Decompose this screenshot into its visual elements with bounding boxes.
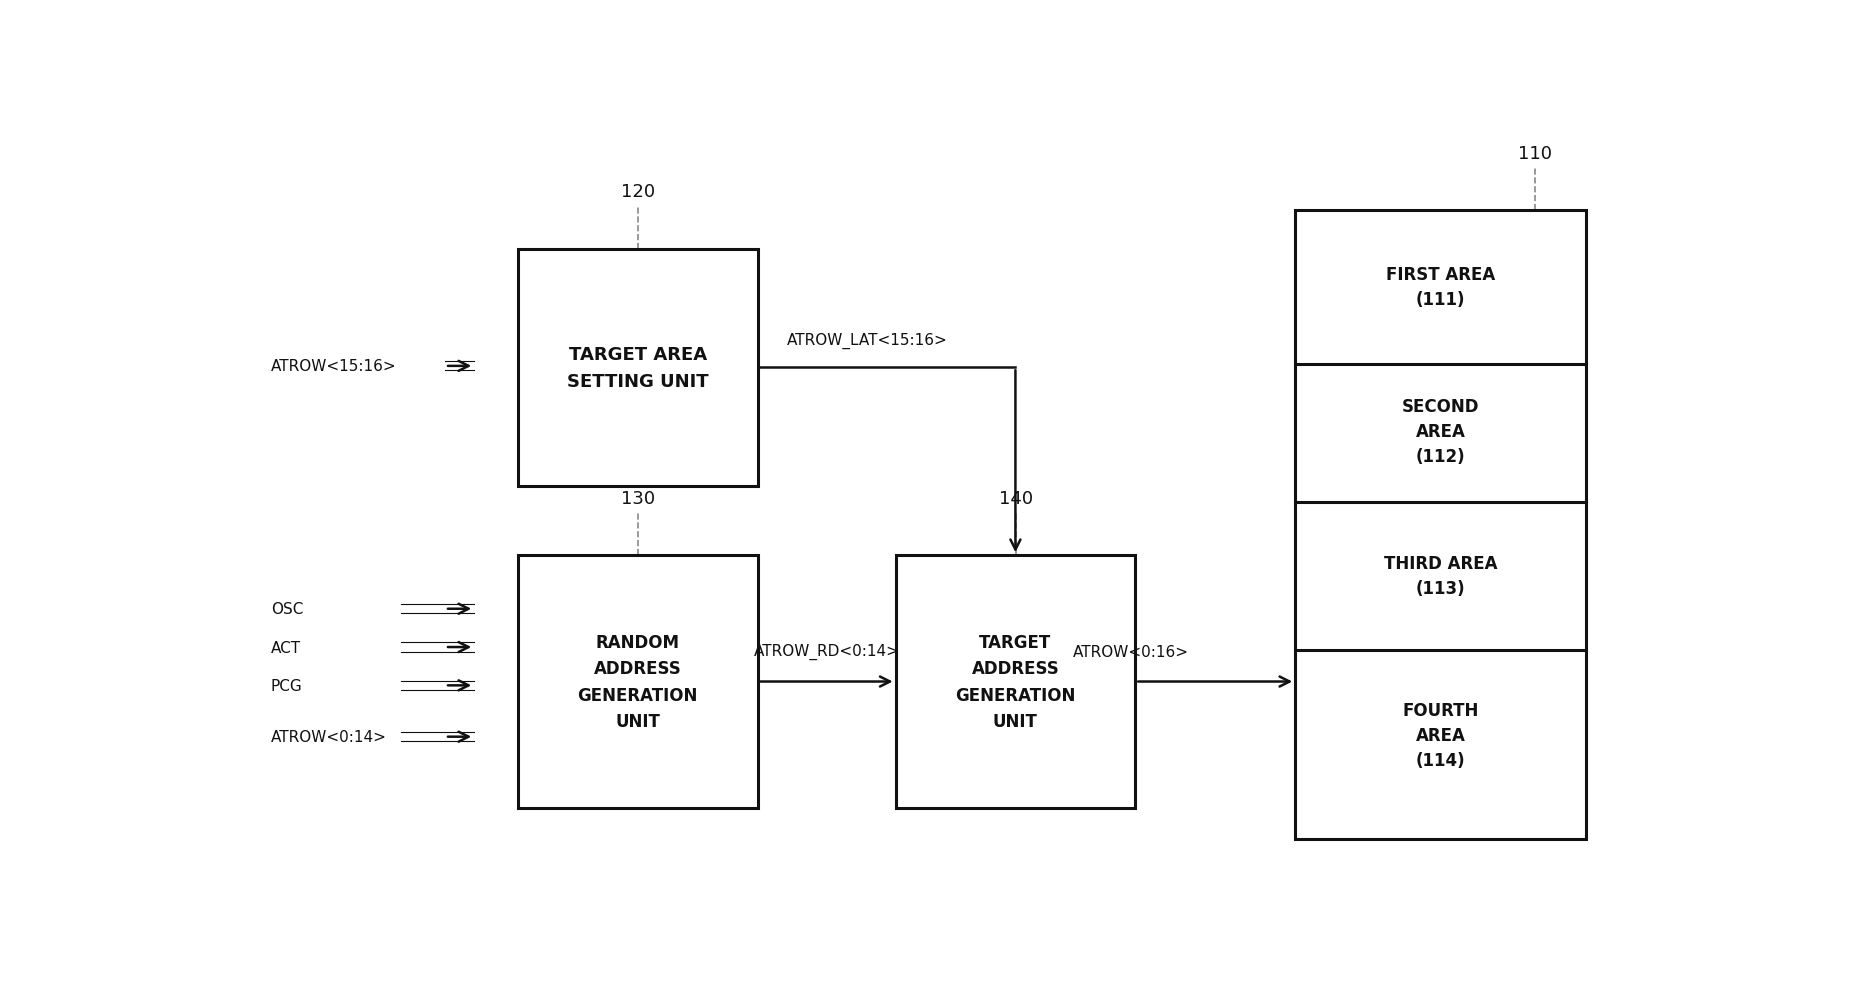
Bar: [518, 249, 758, 487]
Text: FOURTH
AREA
(114): FOURTH AREA (114): [1402, 701, 1479, 769]
Text: OSC: OSC: [270, 601, 304, 616]
Text: THIRD AREA
(113): THIRD AREA (113): [1384, 555, 1498, 597]
Text: ATROW<15:16>: ATROW<15:16>: [270, 359, 396, 374]
Text: TARGET AREA
SETTING UNIT: TARGET AREA SETTING UNIT: [566, 346, 709, 391]
Text: RANDOM
ADDRESS
GENERATION
UNIT: RANDOM ADDRESS GENERATION UNIT: [578, 633, 698, 731]
Bar: [518, 556, 758, 808]
Text: ATROW_LAT<15:16>: ATROW_LAT<15:16>: [788, 333, 947, 349]
Text: 120: 120: [621, 183, 656, 201]
Bar: [1296, 211, 1586, 839]
Text: SECOND
AREA
(112): SECOND AREA (112): [1402, 398, 1479, 466]
Bar: [896, 556, 1136, 808]
Text: TARGET
ADDRESS
GENERATION
UNIT: TARGET ADDRESS GENERATION UNIT: [954, 633, 1076, 731]
Text: 140: 140: [999, 489, 1033, 507]
Text: ATROW<0:16>: ATROW<0:16>: [1072, 644, 1189, 659]
Text: FIRST AREA
(111): FIRST AREA (111): [1386, 266, 1494, 309]
Text: 110: 110: [1519, 145, 1552, 163]
Text: ATROW_RD<0:14>: ATROW_RD<0:14>: [754, 643, 900, 659]
Text: PCG: PCG: [270, 678, 302, 693]
Text: ACT: ACT: [270, 640, 300, 655]
Text: 130: 130: [621, 489, 656, 507]
Text: ATROW<0:14>: ATROW<0:14>: [270, 730, 386, 745]
